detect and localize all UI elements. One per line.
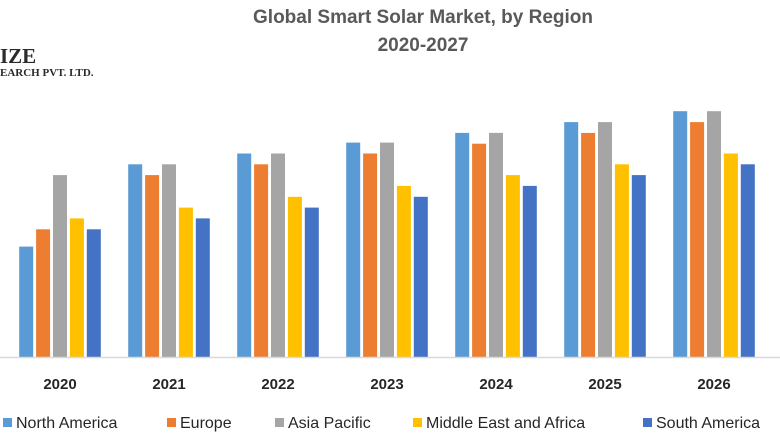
bar-north-america-2025 bbox=[564, 122, 579, 357]
bar-asia-pacific-2021 bbox=[162, 164, 176, 357]
bar-north-america-2026 bbox=[673, 111, 688, 357]
bar-asia-pacific-2026 bbox=[707, 111, 721, 357]
bar-north-america-2023 bbox=[346, 142, 361, 357]
bar-middle-east-and-africa-2022 bbox=[287, 196, 302, 357]
bar-south-america-2025 bbox=[631, 175, 646, 357]
bar-asia-pacific-2024 bbox=[489, 132, 503, 357]
bar-europe-2022 bbox=[254, 164, 269, 357]
bars-group bbox=[19, 111, 755, 357]
bar-middle-east-and-africa-2020 bbox=[69, 218, 84, 357]
bar-asia-pacific-2023 bbox=[380, 142, 394, 357]
x-tick-label-2022: 2022 bbox=[261, 376, 294, 393]
bar-europe-2026 bbox=[690, 122, 705, 357]
bar-north-america-2022 bbox=[237, 153, 252, 357]
bar-middle-east-and-africa-2024 bbox=[505, 175, 520, 357]
bar-south-america-2023 bbox=[413, 196, 428, 357]
bar-europe-2024 bbox=[472, 143, 487, 357]
bar-europe-2020 bbox=[36, 229, 51, 357]
legend: North America Europe Asia Pacific Middle Ea… bbox=[3, 415, 760, 432]
bar-asia-pacific-2020 bbox=[53, 175, 67, 357]
x-tick-label-2023: 2023 bbox=[370, 376, 403, 393]
x-tick-labels: 2020 2021 2022 2023 2024 2025 2026 bbox=[43, 376, 730, 393]
legend-swatch-south-america bbox=[643, 418, 652, 427]
bar-asia-pacific-2025 bbox=[598, 122, 612, 357]
company-logo-subtitle: EARCH PVT. LTD. bbox=[0, 67, 94, 79]
legend-swatch-middle-east-and-africa bbox=[413, 418, 422, 427]
bar-europe-2023 bbox=[363, 153, 378, 357]
bar-north-america-2024 bbox=[455, 132, 470, 357]
legend-swatch-asia-pacific bbox=[275, 418, 284, 427]
x-tick-label-2024: 2024 bbox=[479, 376, 513, 393]
bar-north-america-2021 bbox=[128, 164, 143, 357]
bar-middle-east-and-africa-2021 bbox=[178, 207, 193, 357]
bar-middle-east-and-africa-2026 bbox=[723, 153, 738, 357]
chart-title: Global Smart Solar Market, by Region bbox=[253, 7, 593, 28]
bar-north-america-2020 bbox=[19, 246, 34, 357]
bar-south-america-2026 bbox=[740, 164, 755, 357]
x-tick-label-2020: 2020 bbox=[43, 376, 76, 393]
legend-label-north-america: North America bbox=[16, 415, 117, 432]
bar-europe-2021 bbox=[145, 175, 160, 357]
chart-subtitle: 2020-2027 bbox=[378, 35, 469, 56]
legend-label-middle-east-and-africa: Middle East and Africa bbox=[426, 415, 585, 432]
legend-swatch-north-america bbox=[3, 418, 12, 427]
bar-europe-2025 bbox=[581, 132, 596, 357]
bar-middle-east-and-africa-2023 bbox=[396, 185, 411, 357]
bar-south-america-2021 bbox=[195, 218, 210, 357]
bar-asia-pacific-2022 bbox=[271, 153, 285, 357]
legend-label-south-america: South America bbox=[656, 415, 760, 432]
x-tick-label-2025: 2025 bbox=[588, 376, 621, 393]
legend-swatch-europe bbox=[167, 418, 176, 427]
bar-south-america-2022 bbox=[304, 207, 319, 357]
x-tick-label-2021: 2021 bbox=[152, 376, 185, 393]
bar-south-america-2020 bbox=[86, 229, 101, 357]
legend-label-europe: Europe bbox=[180, 415, 232, 432]
x-tick-label-2026: 2026 bbox=[697, 376, 730, 393]
bar-south-america-2024 bbox=[522, 185, 537, 357]
company-logo-name: IZE bbox=[0, 44, 36, 68]
bar-middle-east-and-africa-2025 bbox=[614, 164, 629, 357]
legend-label-asia-pacific: Asia Pacific bbox=[288, 415, 371, 432]
